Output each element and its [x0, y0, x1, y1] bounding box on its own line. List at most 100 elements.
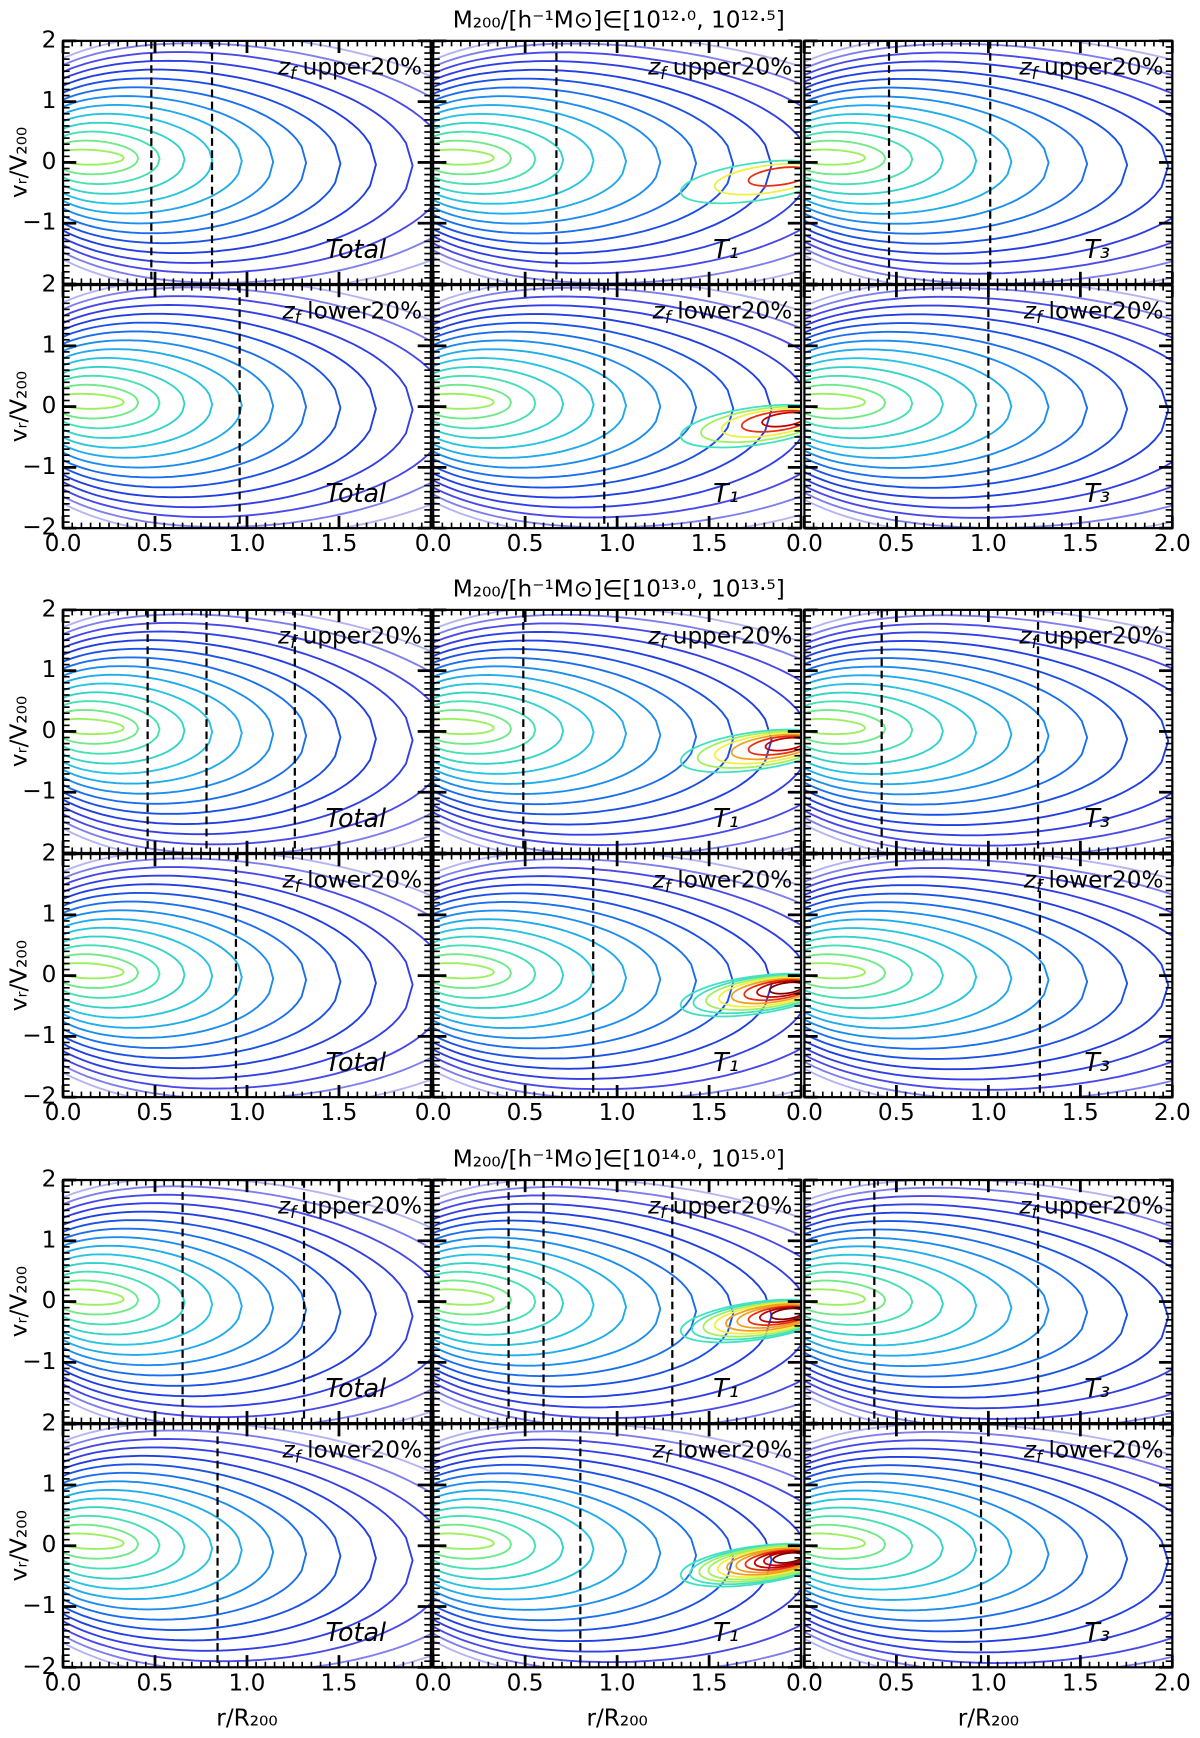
contour [433, 304, 802, 509]
panel-tag: zf upper20% [647, 53, 792, 83]
contour [804, 944, 914, 999]
y-tick-label: 0 [42, 392, 57, 419]
contour [433, 900, 698, 1050]
x-tick-label: 1.5 [691, 1099, 728, 1126]
contour [63, 321, 342, 489]
tag-subscript: f [660, 633, 668, 652]
x-tick-label: 0.0 [415, 1669, 452, 1696]
contour [804, 935, 944, 1010]
contour [63, 286, 431, 528]
contour [63, 639, 377, 825]
y-axis-label: vᵣ/V₂₀₀ [5, 696, 32, 767]
contour [804, 130, 914, 186]
panel-tag: zf lower20% [1023, 297, 1164, 327]
contour [433, 1245, 628, 1357]
contour [804, 657, 1089, 806]
x-tick-label: 0.0 [45, 530, 82, 557]
contour [433, 926, 595, 1019]
contour [692, 974, 802, 1015]
contour [63, 1480, 275, 1611]
contour-set [804, 1180, 1173, 1424]
y-tick-label: 0 [42, 961, 57, 988]
tag-text: upper20% [303, 53, 422, 80]
contour [63, 1253, 214, 1346]
panel-label: T₃ [1084, 1617, 1110, 1647]
x-tick-label: 2.0 [1154, 1099, 1191, 1126]
contour [433, 962, 495, 980]
contour [433, 321, 735, 489]
y-axis-label: vᵣ/V₂₀₀ [5, 371, 32, 442]
contour [63, 1471, 308, 1621]
contour [433, 1480, 662, 1611]
contour [804, 648, 1129, 816]
panel-tag: zf lower20% [652, 1436, 793, 1466]
y-tick-label: −1 [22, 1592, 56, 1619]
tag-variable: z [282, 866, 296, 893]
contour [804, 348, 1013, 459]
contour [63, 709, 140, 745]
contour-set [63, 609, 431, 853]
contour [63, 656, 308, 805]
contour [804, 1186, 1173, 1424]
contour [433, 1447, 802, 1653]
contour [747, 1305, 802, 1326]
contour [63, 1514, 161, 1570]
contour [747, 735, 802, 756]
tag-variable: z [277, 1192, 291, 1219]
tag-subscript: f [665, 877, 673, 896]
y-tick-label: 0 [42, 717, 57, 744]
contour [736, 1304, 802, 1329]
tag-subscript: f [1032, 1203, 1040, 1222]
contour [679, 972, 802, 1018]
contour [804, 1532, 867, 1550]
contour [63, 857, 431, 1098]
contour [679, 159, 802, 205]
contour [63, 1463, 342, 1631]
tag-subscript: f [290, 633, 298, 652]
contour [702, 1301, 802, 1338]
contour [63, 1193, 431, 1418]
contour [63, 854, 431, 1098]
contour [804, 909, 1050, 1040]
contour [804, 148, 867, 166]
contour [63, 944, 161, 999]
contour [63, 883, 377, 1070]
contour [433, 909, 662, 1040]
tag-variable: z [1018, 622, 1032, 649]
contour [804, 113, 978, 205]
contour [744, 1549, 802, 1571]
contour [804, 1211, 1170, 1399]
contour [804, 640, 1170, 826]
contour [433, 858, 802, 1098]
contour [804, 1506, 944, 1581]
contour [63, 1236, 275, 1367]
contour-set [63, 854, 431, 1098]
tag-subscript: f [1036, 1447, 1044, 1466]
contour [804, 313, 1170, 499]
contour [804, 295, 1173, 519]
y-tick-label: −2 [22, 514, 56, 541]
contour [804, 1203, 1173, 1410]
group-title: M₂₀₀/[h⁻¹M⊙]∈[10¹³·⁰, 10¹³·⁵] [453, 576, 785, 603]
contour [63, 1227, 308, 1377]
y-tick-label: −1 [22, 1348, 56, 1375]
contour [63, 1446, 414, 1652]
contour [433, 709, 513, 745]
tag-text: lower20% [1049, 297, 1164, 324]
contour [730, 977, 802, 1005]
contour [804, 330, 1089, 479]
contour [63, 682, 214, 775]
contour [433, 68, 773, 255]
tag-variable: z [1023, 297, 1037, 324]
contour [753, 1550, 802, 1569]
tag-text: lower20% [307, 866, 422, 893]
contour [63, 1437, 431, 1663]
x-tick-label: 0.5 [507, 530, 544, 557]
y-tick-label: −1 [22, 1022, 56, 1049]
y-tick-label: 1 [42, 331, 57, 358]
y-tick-label: 2 [42, 26, 57, 53]
contour [63, 42, 431, 284]
contour [63, 1210, 377, 1398]
contour [433, 866, 802, 1091]
x-tick-label: 1.5 [321, 1669, 358, 1696]
